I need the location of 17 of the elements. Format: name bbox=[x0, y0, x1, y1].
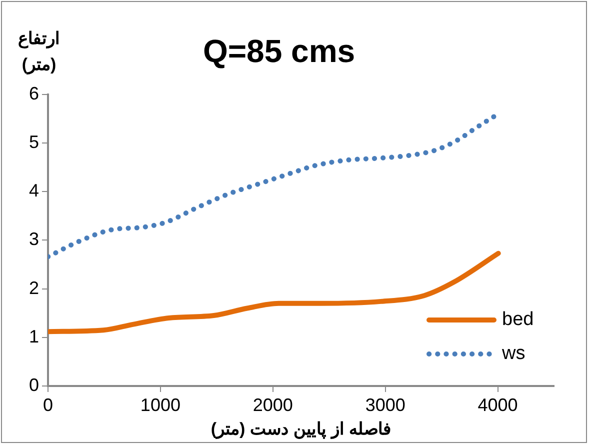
x-tick-label: 4000 bbox=[478, 394, 518, 415]
x-tick-label: 3000 bbox=[365, 394, 406, 415]
legend-label: ws bbox=[501, 343, 526, 364]
legend-label: bed bbox=[502, 309, 534, 330]
x-axis-title: فاصله از پایین دست (متر) bbox=[210, 419, 392, 440]
y-tick-label: 5 bbox=[28, 132, 39, 152]
chart-title: Q=85 cms bbox=[202, 33, 356, 70]
y-tick-label: 4 bbox=[28, 180, 39, 201]
x-tick-label: 0 bbox=[42, 394, 54, 415]
y-axis-title: ارتفاع (متر) bbox=[17, 28, 61, 76]
y-tick-label: 1 bbox=[28, 326, 39, 346]
y-tick-label: 0 bbox=[28, 374, 39, 395]
y-tick-label: 6 bbox=[28, 83, 39, 104]
x-tick-label: 2000 bbox=[252, 394, 293, 415]
x-tick-label: 1000 bbox=[140, 394, 180, 415]
y-tick-label: 3 bbox=[28, 229, 39, 250]
y-tick-label: 2 bbox=[28, 278, 39, 298]
